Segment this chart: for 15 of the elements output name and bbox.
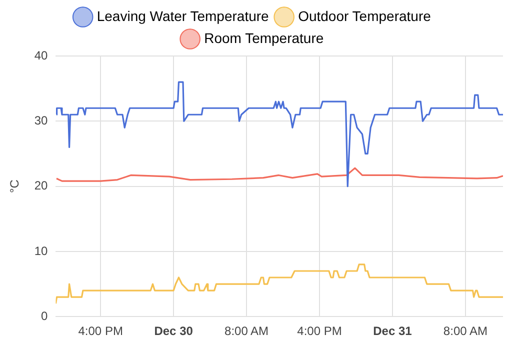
- y-tick-label: 0: [41, 308, 48, 323]
- x-tick-label: Dec 30: [154, 324, 194, 338]
- legend-label: Leaving Water Temperature: [96, 8, 270, 24]
- x-tick-label: 4:00 PM: [297, 324, 342, 338]
- y-axis-title: °C: [8, 179, 22, 194]
- x-tick-label: 8:00 AM: [443, 324, 488, 338]
- x-tick-label: 8:00 AM: [224, 324, 269, 338]
- y-tick-label: 10: [34, 244, 48, 258]
- legend-label: Room Temperature: [204, 30, 324, 46]
- y-tick-label: 30: [34, 113, 48, 128]
- x-tick-label: 4:00 PM: [78, 324, 123, 338]
- legend-label: Outdoor Temperature: [298, 8, 432, 24]
- y-tick-label: 20: [34, 178, 48, 193]
- x-tick-label: Dec 31: [373, 324, 412, 338]
- y-tick-label: 40: [34, 48, 48, 62]
